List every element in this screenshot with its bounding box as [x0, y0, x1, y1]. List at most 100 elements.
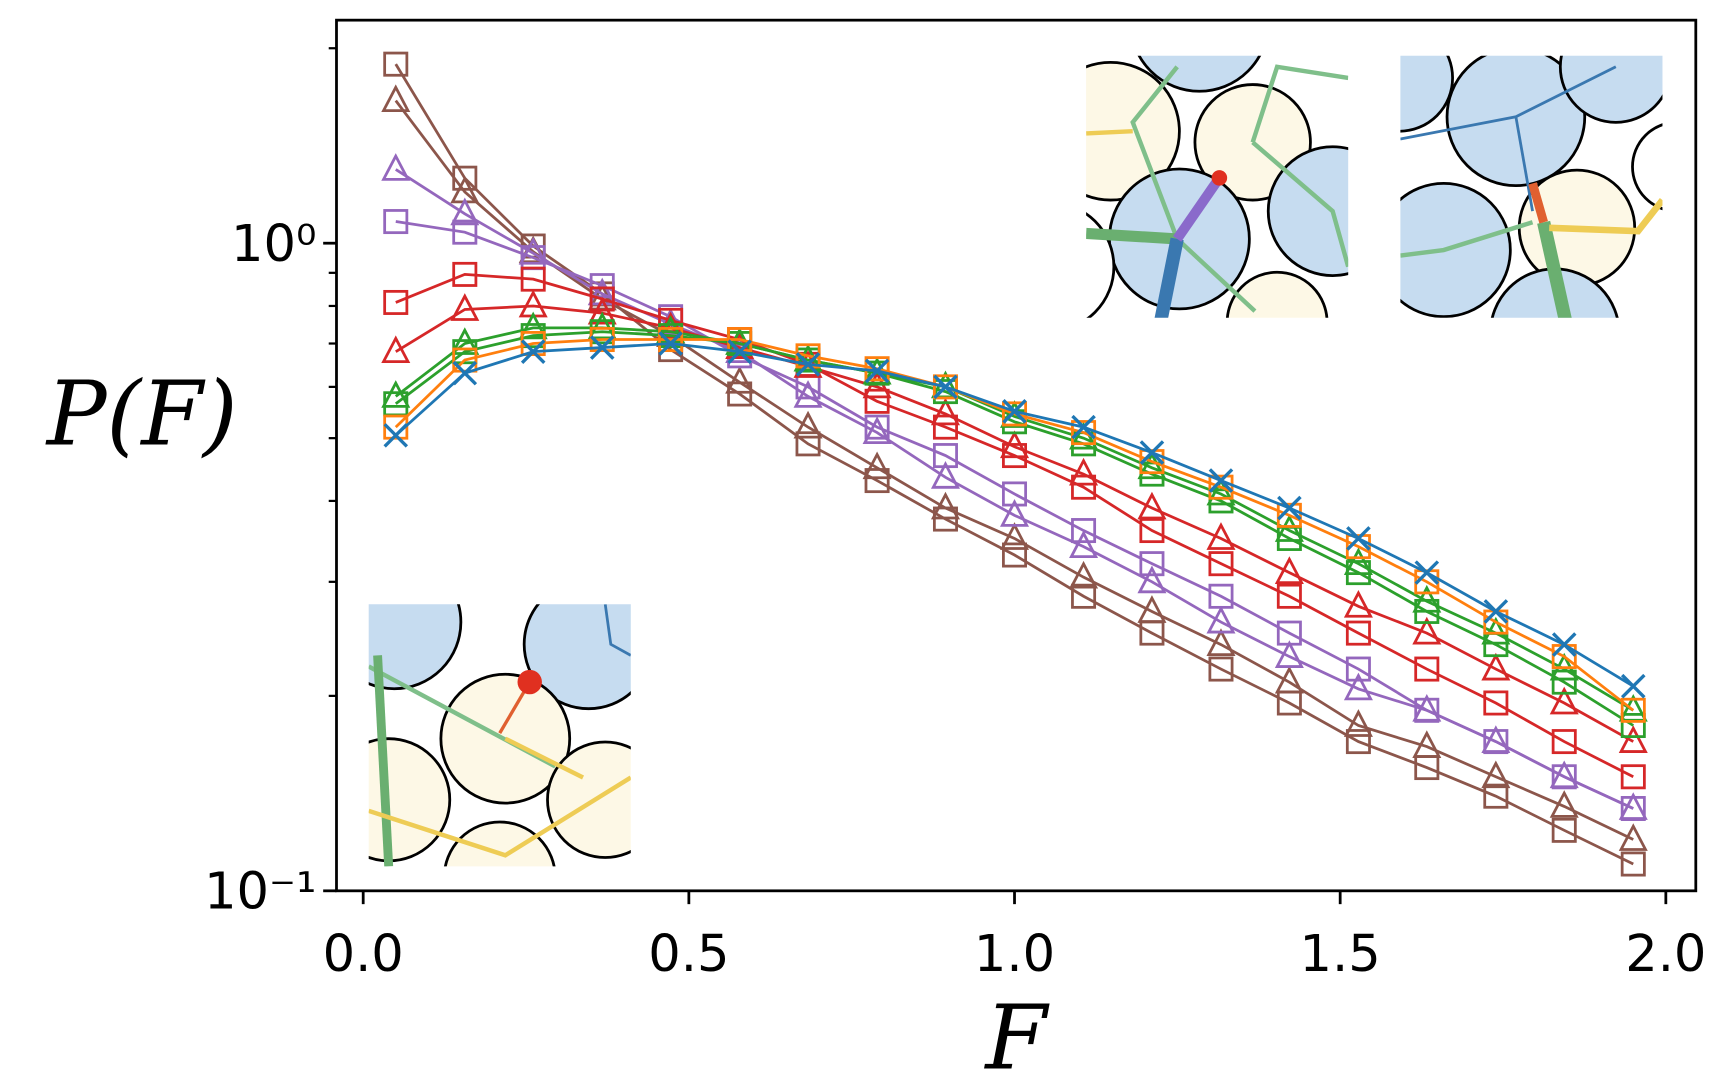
square-marker: [1071, 583, 1097, 609]
triangle-marker: [1274, 640, 1304, 668]
inset-diagram: [1400, 55, 1663, 318]
triangle-marker: [862, 451, 892, 480]
series: [381, 153, 1648, 820]
inset-diagram: [1086, 55, 1349, 318]
triangle-marker: [1343, 547, 1373, 576]
square-marker: [383, 209, 409, 235]
triangle-marker: [793, 410, 823, 439]
triangle-marker: [1206, 522, 1236, 550]
triangle-marker: [1481, 725, 1511, 753]
square-marker: [795, 431, 821, 457]
x-marker: [795, 352, 821, 377]
square-marker: [452, 261, 478, 287]
square-marker: [452, 219, 478, 245]
triangle-marker: [1412, 584, 1442, 613]
square-marker: [1002, 481, 1028, 507]
square-marker: [589, 286, 615, 312]
triangle-marker: [518, 311, 548, 340]
x-tick-label: 2.0: [1625, 925, 1706, 984]
square-marker: [589, 273, 615, 299]
triangle-marker: [1412, 730, 1442, 758]
triangle-marker: [1481, 760, 1511, 789]
square-marker: [1276, 583, 1302, 609]
x-marker: [589, 335, 615, 360]
square-marker: [589, 327, 615, 353]
triangle-marker: [1000, 430, 1030, 459]
y-tick-label: 10⁻¹: [204, 863, 316, 922]
square-marker: [1620, 851, 1646, 877]
square-marker: [795, 343, 821, 369]
square-marker: [1071, 518, 1097, 544]
triangle-marker: [518, 236, 548, 265]
x-marker: [1483, 599, 1509, 624]
y-tick-label: 10⁰: [231, 215, 316, 274]
triangle-marker: [450, 197, 480, 226]
triangle-marker: [1343, 709, 1373, 737]
triangle-marker: [1412, 616, 1442, 645]
square-marker: [1208, 551, 1234, 577]
triangle-marker: [1343, 672, 1373, 701]
square-marker: [864, 388, 890, 414]
triangle-marker: [1069, 457, 1099, 486]
triangle-marker: [930, 491, 960, 520]
square-marker: [1551, 729, 1577, 755]
x-marker: [1071, 414, 1096, 440]
triangle-marker: [1206, 628, 1236, 656]
triangle-marker: [725, 365, 755, 394]
triangle-marker: [1069, 560, 1099, 589]
triangle-marker: [862, 416, 892, 444]
x-marker: [1002, 399, 1027, 424]
triangle-marker: [1206, 605, 1236, 634]
triangle-marker: [930, 461, 960, 489]
x-tick-label: 1.0: [974, 925, 1055, 984]
square-marker: [1002, 542, 1028, 568]
x-marker: [864, 358, 890, 384]
x-marker: [1277, 495, 1302, 521]
triangle-marker: [1274, 665, 1304, 694]
x-marker: [727, 339, 752, 364]
inset-diagram: [368, 604, 631, 867]
triangle-marker: [1481, 616, 1511, 645]
x-marker: [1414, 560, 1440, 585]
square-marker: [1208, 656, 1234, 682]
square-marker: [1620, 764, 1646, 790]
triangle-marker: [1549, 760, 1579, 789]
x-marker: [1139, 440, 1165, 465]
triangle-marker: [1549, 790, 1579, 818]
triangle-marker: [1000, 522, 1030, 550]
axes-frame: [335, 18, 1698, 893]
x-marker: [452, 360, 478, 386]
square-marker: [383, 289, 409, 315]
triangle-marker: [1343, 589, 1373, 618]
series: [383, 331, 1646, 699]
triangle-marker: [1618, 792, 1648, 820]
triangle-marker: [1618, 823, 1648, 851]
series-line: [395, 168, 1634, 810]
x-marker: [1551, 632, 1577, 657]
triangle-marker: [381, 380, 411, 408]
triangle-marker: [381, 335, 411, 364]
square-marker: [1208, 474, 1234, 500]
triangle-marker: [793, 380, 823, 408]
triangle-marker: [450, 293, 480, 321]
triangle-marker: [1618, 725, 1648, 753]
square-marker: [932, 374, 958, 400]
triangle-marker: [1412, 693, 1442, 722]
plot-area: [381, 51, 1648, 877]
triangle-marker: [587, 311, 617, 340]
triangle-marker: [1274, 556, 1304, 584]
triangle-marker: [1069, 530, 1099, 559]
square-marker: [1483, 690, 1509, 716]
triangle-marker: [1137, 451, 1167, 480]
triangle-marker: [1000, 499, 1030, 527]
triangle-marker: [1481, 652, 1511, 681]
x-marker: [933, 374, 958, 400]
series-line: [394, 338, 1635, 712]
x-marker: [520, 339, 546, 364]
triangle-marker: [1137, 595, 1167, 623]
x-tick-label: 0.5: [648, 925, 729, 984]
square-marker: [864, 468, 890, 494]
triangle-marker: [587, 277, 617, 306]
triangle-marker: [1549, 686, 1579, 715]
square-marker: [1345, 656, 1371, 682]
